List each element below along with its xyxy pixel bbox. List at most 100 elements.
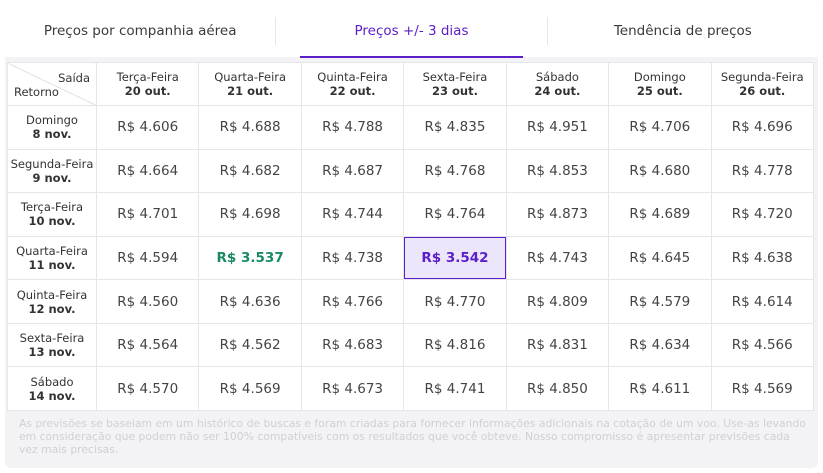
price-cell[interactable]: R$ 4.873 — [505, 192, 610, 237]
departure-date-header: Sábado 24 out. — [505, 62, 610, 106]
price-grid: Saída Retorno Terça-Feira 20 out. Quarta-F… — [7, 62, 815, 411]
price-cell[interactable]: R$ 4.645 — [608, 235, 712, 281]
tab-price-trend[interactable]: Tendência de preços — [613, 23, 752, 39]
price-cell[interactable]: R$ 4.778 — [710, 148, 815, 194]
tab-plus-minus-3-days[interactable]: Preços +/- 3 dias — [276, 5, 546, 58]
price-cell[interactable]: R$ 4.706 — [608, 105, 712, 150]
price-cell[interactable]: R$ 4.850 — [505, 366, 610, 411]
return-date-header: Quarta-Feira 11 nov. — [7, 235, 97, 281]
price-cell[interactable]: R$ 4.688 — [198, 105, 302, 150]
price-cell[interactable]: R$ 4.566 — [710, 322, 815, 368]
price-matrix-panel: Preços por companhia aérea Preços +/- 3 … — [5, 5, 818, 468]
selected-price-cell[interactable]: R$ 3.542 — [403, 235, 507, 281]
price-cell[interactable]: R$ 4.696 — [710, 105, 815, 150]
return-date-header: Sábado 14 nov. — [7, 366, 97, 411]
price-cell[interactable]: R$ 4.664 — [95, 148, 200, 194]
departure-weekday: Segunda-Feira — [720, 70, 804, 84]
departure-date: 20 out. — [124, 84, 171, 98]
price-cell[interactable]: R$ 4.788 — [300, 105, 405, 150]
return-axis-label: Retorno — [14, 85, 59, 99]
price-cell[interactable]: R$ 4.611 — [608, 366, 712, 411]
return-weekday: Quinta-Feira — [16, 287, 88, 302]
price-cell[interactable]: R$ 4.636 — [198, 279, 302, 324]
price-cell[interactable]: R$ 4.569 — [710, 366, 815, 411]
price-cell[interactable]: R$ 4.560 — [95, 279, 200, 324]
price-cell[interactable]: R$ 4.853 — [505, 148, 610, 194]
departure-date-header: Quinta-Feira 22 out. — [300, 62, 405, 106]
return-date-header: Segunda-Feira 9 nov. — [7, 148, 97, 194]
price-cell[interactable]: R$ 4.606 — [95, 105, 200, 150]
price-cell[interactable]: R$ 4.770 — [403, 279, 507, 324]
price-cell[interactable]: R$ 4.698 — [198, 192, 302, 237]
lowest-price-cell[interactable]: R$ 3.537 — [198, 235, 302, 281]
price-cell[interactable]: R$ 4.680 — [608, 148, 712, 194]
price-cell[interactable]: R$ 4.634 — [608, 322, 712, 368]
return-date-header: Domingo 8 nov. — [7, 105, 97, 150]
price-cell[interactable]: R$ 4.951 — [505, 105, 610, 150]
departure-axis-label: Saída — [58, 71, 90, 85]
return-date: 13 nov. — [28, 345, 76, 360]
price-cell[interactable]: R$ 4.816 — [403, 322, 507, 368]
departure-date: 23 out. — [431, 84, 478, 98]
departure-weekday: Sábado — [535, 70, 579, 84]
departure-date-header: Sexta-Feira 23 out. — [403, 62, 507, 106]
return-date: 14 nov. — [28, 388, 76, 403]
tab-airline-prices[interactable]: Preços por companhia aérea — [43, 23, 237, 39]
price-cell[interactable]: R$ 4.809 — [505, 279, 610, 324]
price-cell[interactable]: R$ 4.744 — [300, 192, 405, 237]
price-cell[interactable]: R$ 4.682 — [198, 148, 302, 194]
departure-date: 25 out. — [636, 84, 683, 98]
price-cell[interactable]: R$ 4.562 — [198, 322, 302, 368]
price-cell[interactable]: R$ 4.766 — [300, 279, 405, 324]
price-cell[interactable]: R$ 4.673 — [300, 366, 405, 411]
price-cell[interactable]: R$ 4.569 — [198, 366, 302, 411]
price-cell[interactable]: R$ 4.741 — [403, 366, 507, 411]
price-cell[interactable]: R$ 4.835 — [403, 105, 507, 150]
return-date: 11 nov. — [28, 257, 76, 272]
return-weekday: Segunda-Feira — [10, 156, 94, 171]
departure-date: 26 out. — [739, 84, 786, 98]
price-cell[interactable]: R$ 4.831 — [505, 322, 610, 368]
departure-date-header: Segunda-Feira 26 out. — [710, 62, 815, 106]
departure-date: 22 out. — [329, 84, 376, 98]
price-cell[interactable]: R$ 4.579 — [608, 279, 712, 324]
price-cell[interactable]: R$ 4.768 — [403, 148, 507, 194]
table-row: Quinta-Feira 12 nov. R$ 4.560 R$ 4.636 R$ 4.… — [7, 279, 815, 324]
departure-date: 24 out. — [534, 84, 581, 98]
departure-weekday: Quarta-Feira — [214, 70, 287, 84]
departure-date-header: Terça-Feira 20 out. — [95, 62, 200, 106]
price-cell[interactable]: R$ 4.701 — [95, 192, 200, 237]
price-cell[interactable]: R$ 4.720 — [710, 192, 815, 237]
price-cell[interactable]: R$ 4.738 — [300, 235, 405, 281]
return-weekday: Sexta-Feira — [19, 331, 85, 346]
price-cell[interactable]: R$ 4.594 — [95, 235, 200, 281]
table-row: Domingo 8 nov. R$ 4.606 R$ 4.688 R$ 4.788 R$ … — [7, 105, 815, 150]
price-cell[interactable]: R$ 4.614 — [710, 279, 815, 324]
departure-date: 21 out. — [227, 84, 274, 98]
return-weekday: Sábado — [30, 374, 74, 389]
return-date: 10 nov. — [28, 214, 76, 229]
departure-weekday: Quinta-Feira — [317, 70, 388, 84]
return-weekday: Domingo — [26, 113, 78, 128]
return-weekday: Quarta-Feira — [16, 243, 88, 258]
price-cell[interactable]: R$ 4.564 — [95, 322, 200, 368]
price-cell[interactable]: R$ 4.764 — [403, 192, 507, 237]
return-date: 9 nov. — [32, 170, 72, 185]
price-cell[interactable]: R$ 4.683 — [300, 322, 405, 368]
table-row: Sábado 14 nov. R$ 4.570 R$ 4.569 R$ 4.673 R$ … — [7, 366, 815, 411]
price-cell[interactable]: R$ 4.638 — [710, 235, 815, 281]
departure-date-header: Domingo 25 out. — [608, 62, 712, 106]
price-cell[interactable]: R$ 4.743 — [505, 235, 610, 281]
return-date-header: Sexta-Feira 13 nov. — [7, 322, 97, 368]
departure-weekday: Sexta-Feira — [422, 70, 488, 84]
return-date: 12 nov. — [28, 301, 76, 316]
price-cell[interactable]: R$ 4.689 — [608, 192, 712, 237]
table-row: Quarta-Feira 11 nov. R$ 4.594 R$ 3.537 R$ 4.… — [7, 235, 815, 281]
price-cell[interactable]: R$ 4.687 — [300, 148, 405, 194]
tab-divider — [546, 17, 548, 45]
price-table: Saída Retorno Terça-Feira 20 out. Quarta-F… — [7, 62, 815, 411]
table-row: Sexta-Feira 13 nov. R$ 4.564 R$ 4.562 R$ 4.6… — [7, 322, 815, 368]
departure-weekday: Terça-Feira — [116, 70, 179, 84]
table-row: Terça-Feira 10 nov. R$ 4.701 R$ 4.698 R$ 4.7… — [7, 192, 815, 237]
price-cell[interactable]: R$ 4.570 — [95, 366, 200, 411]
